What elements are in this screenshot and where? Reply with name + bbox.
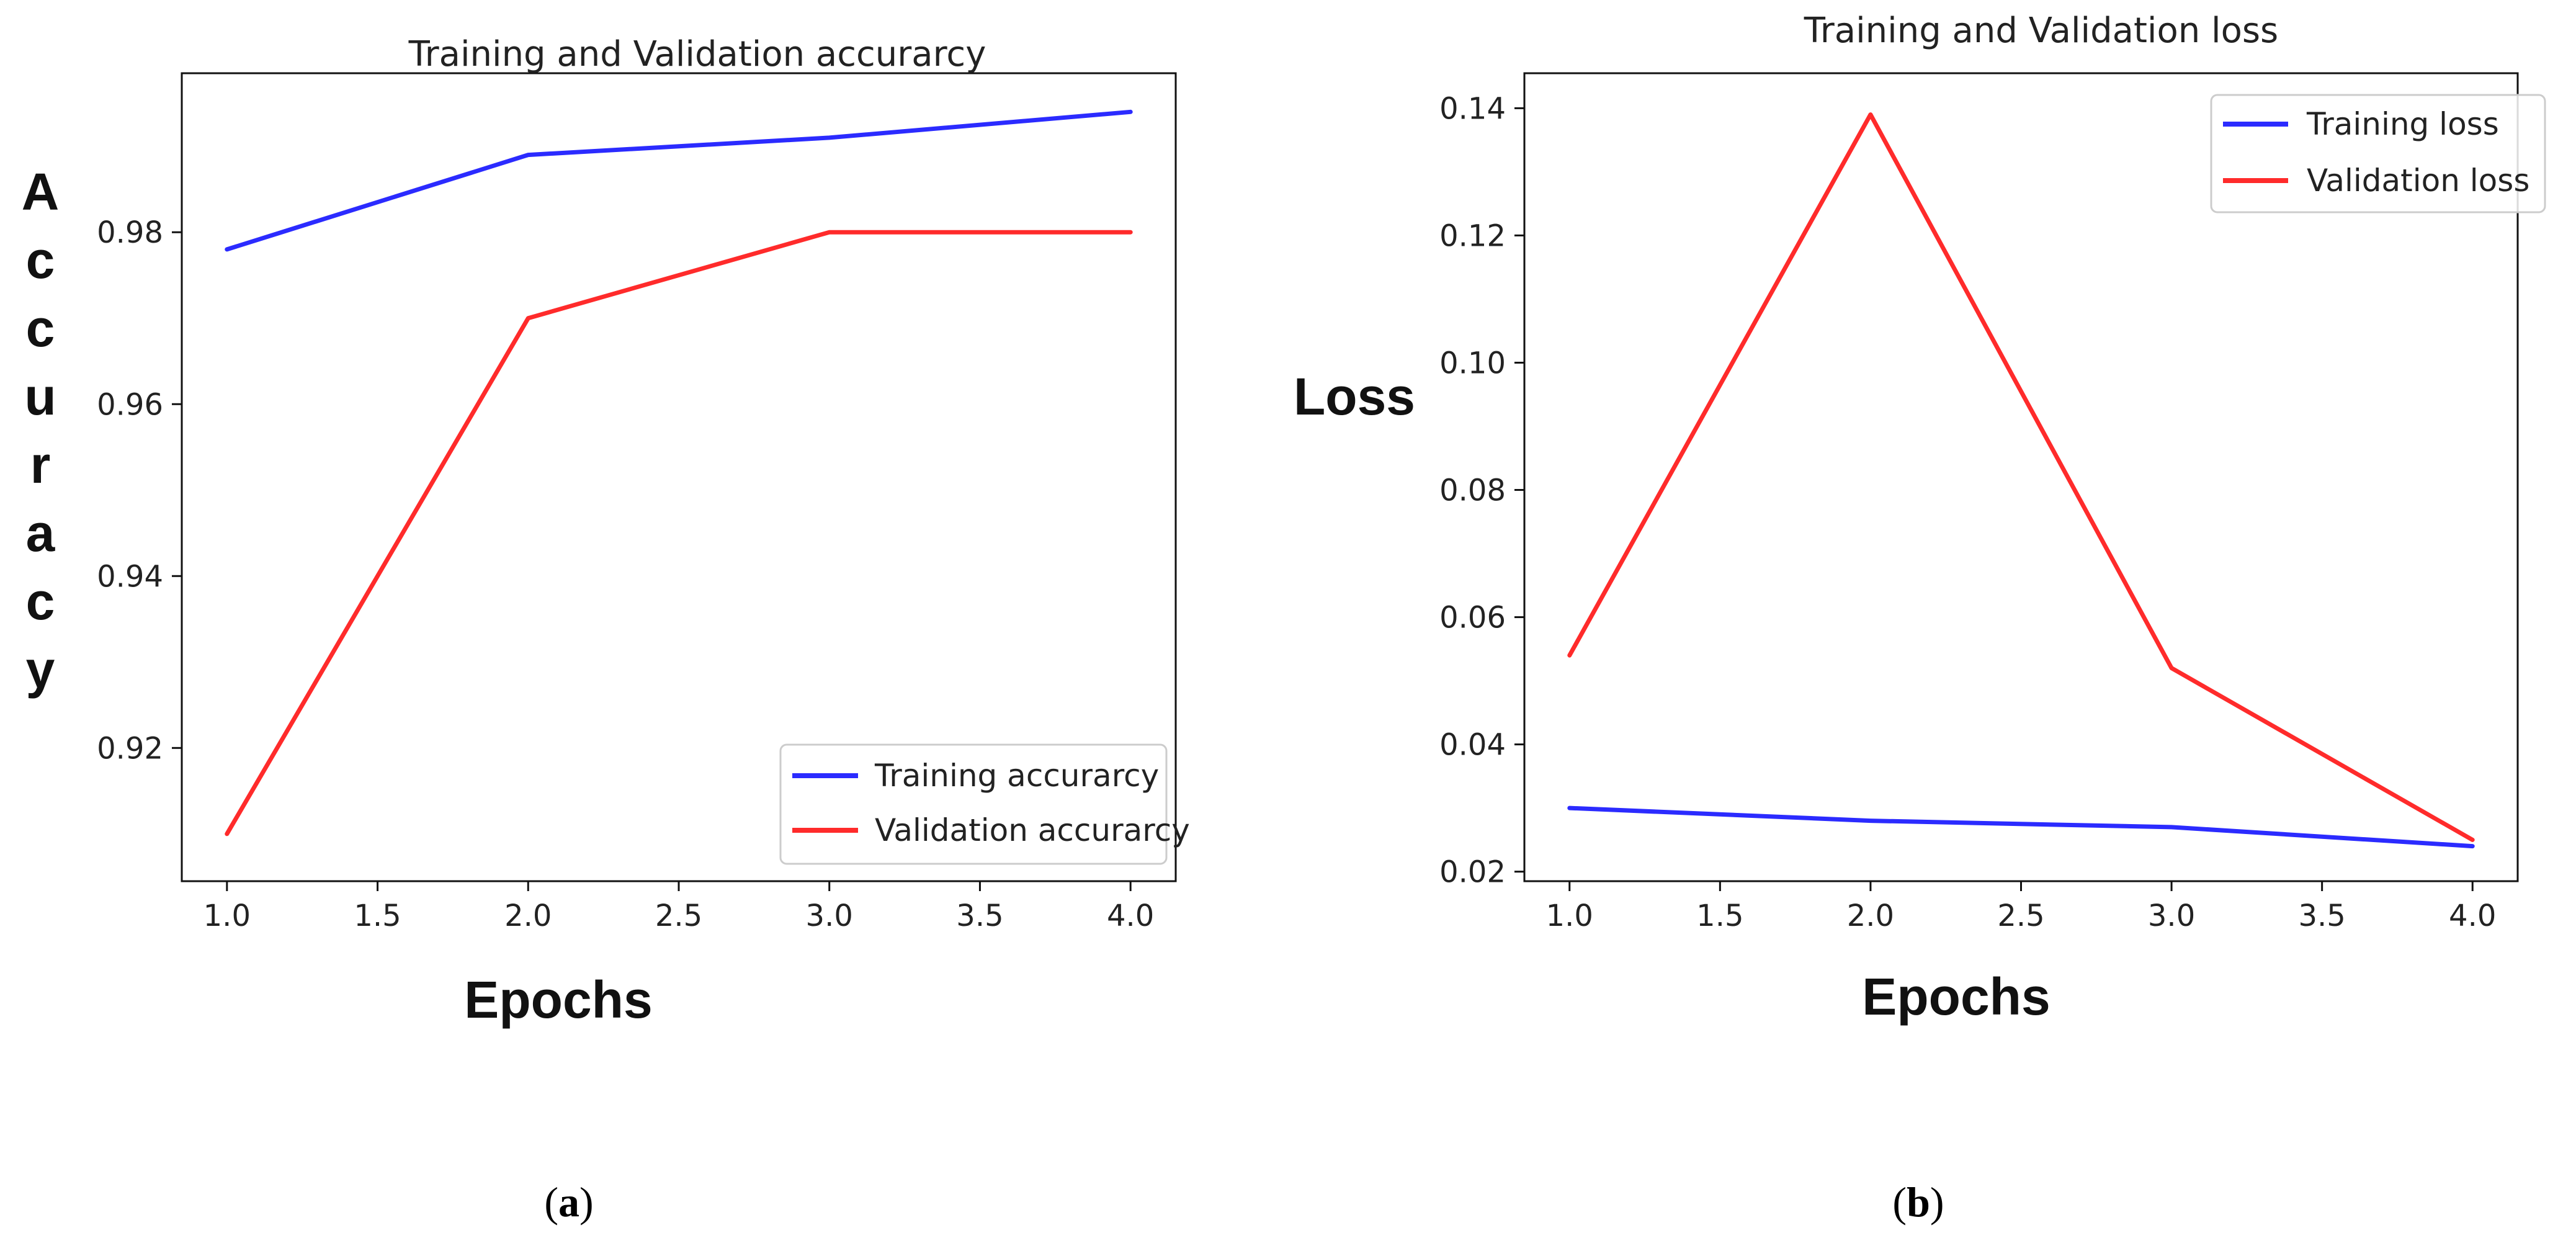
x-tick-label: 1.5 [354,899,401,933]
legend: Training loss Validation loss [2210,94,2546,213]
legend-label-1: Validation loss [2307,163,2529,199]
x-tick-label: 4.0 [1107,899,1154,933]
chart-a: 1.0 1.5 2.0 2.5 3.0 3.5 4.0 0.92 0.94 0.96 0.98 Tra… [22,34,1190,1226]
y-tick-label: 0.04 [1439,728,1506,763]
caption-a: (a) [544,1178,593,1226]
y-axis-label: Loss [1294,367,1415,426]
chart-title: Training and Validation loss [1804,11,2278,51]
y-tick-label: 0.08 [1439,473,1506,508]
x-axis-label: Epochs [464,971,652,1029]
x-tick-label: 2.5 [655,899,702,933]
x-tick-label: 3.5 [956,899,1003,933]
y-tick-label: 0.02 [1439,855,1506,890]
y-tick-label: 0.92 [97,731,163,766]
x-tick-label: 4.0 [2449,899,2496,933]
series-line-validation-loss [1567,112,2475,842]
chart-title: Training and Validation accurarcy [408,34,986,74]
series-line-training-accurarcy [225,109,1133,252]
series-line-validation-accurarcy [225,230,1133,837]
legend-box [779,743,1168,865]
caption-b: (b) [1892,1178,1944,1226]
legend-label-0: Training accurarcy [874,758,1159,794]
y-tick-label: 0.12 [1439,218,1506,253]
x-tick-label: 2.0 [1847,899,1894,933]
x-tick-label: 2.0 [504,899,552,933]
y-tick-label: 0.98 [97,215,163,250]
series-line-training-loss [1567,805,2475,849]
y-tick-label: 0.10 [1439,346,1506,380]
legend-label-1: Validation accurarcy [875,812,1190,848]
x-tick-label: 1.5 [1696,899,1743,933]
x-axis-label: Epochs [1862,967,2050,1026]
y-tick-label: 0.14 [1439,91,1506,126]
legend-label-0: Training loss [2306,106,2499,142]
y-tick-label: 0.06 [1439,601,1506,635]
y-tick-label: 0.96 [97,387,163,422]
x-tick-label: 3.5 [2298,899,2345,933]
x-tick-label: 1.0 [1546,899,1593,933]
y-tick-label: 0.94 [97,559,163,594]
x-tick-label: 1.0 [203,899,251,933]
chart-b: 1.0 1.5 2.0 2.5 3.0 3.5 4.0 0.02 0.04 0.06 0.08 0.1… [1294,11,2546,1226]
x-tick-label: 3.0 [2148,899,2195,933]
legend: Training accurarcy Validation accurarcy [779,743,1190,865]
legend-box [2210,94,2546,213]
x-tick-label: 2.5 [1997,899,2044,933]
x-tick-label: 3.0 [806,899,853,933]
